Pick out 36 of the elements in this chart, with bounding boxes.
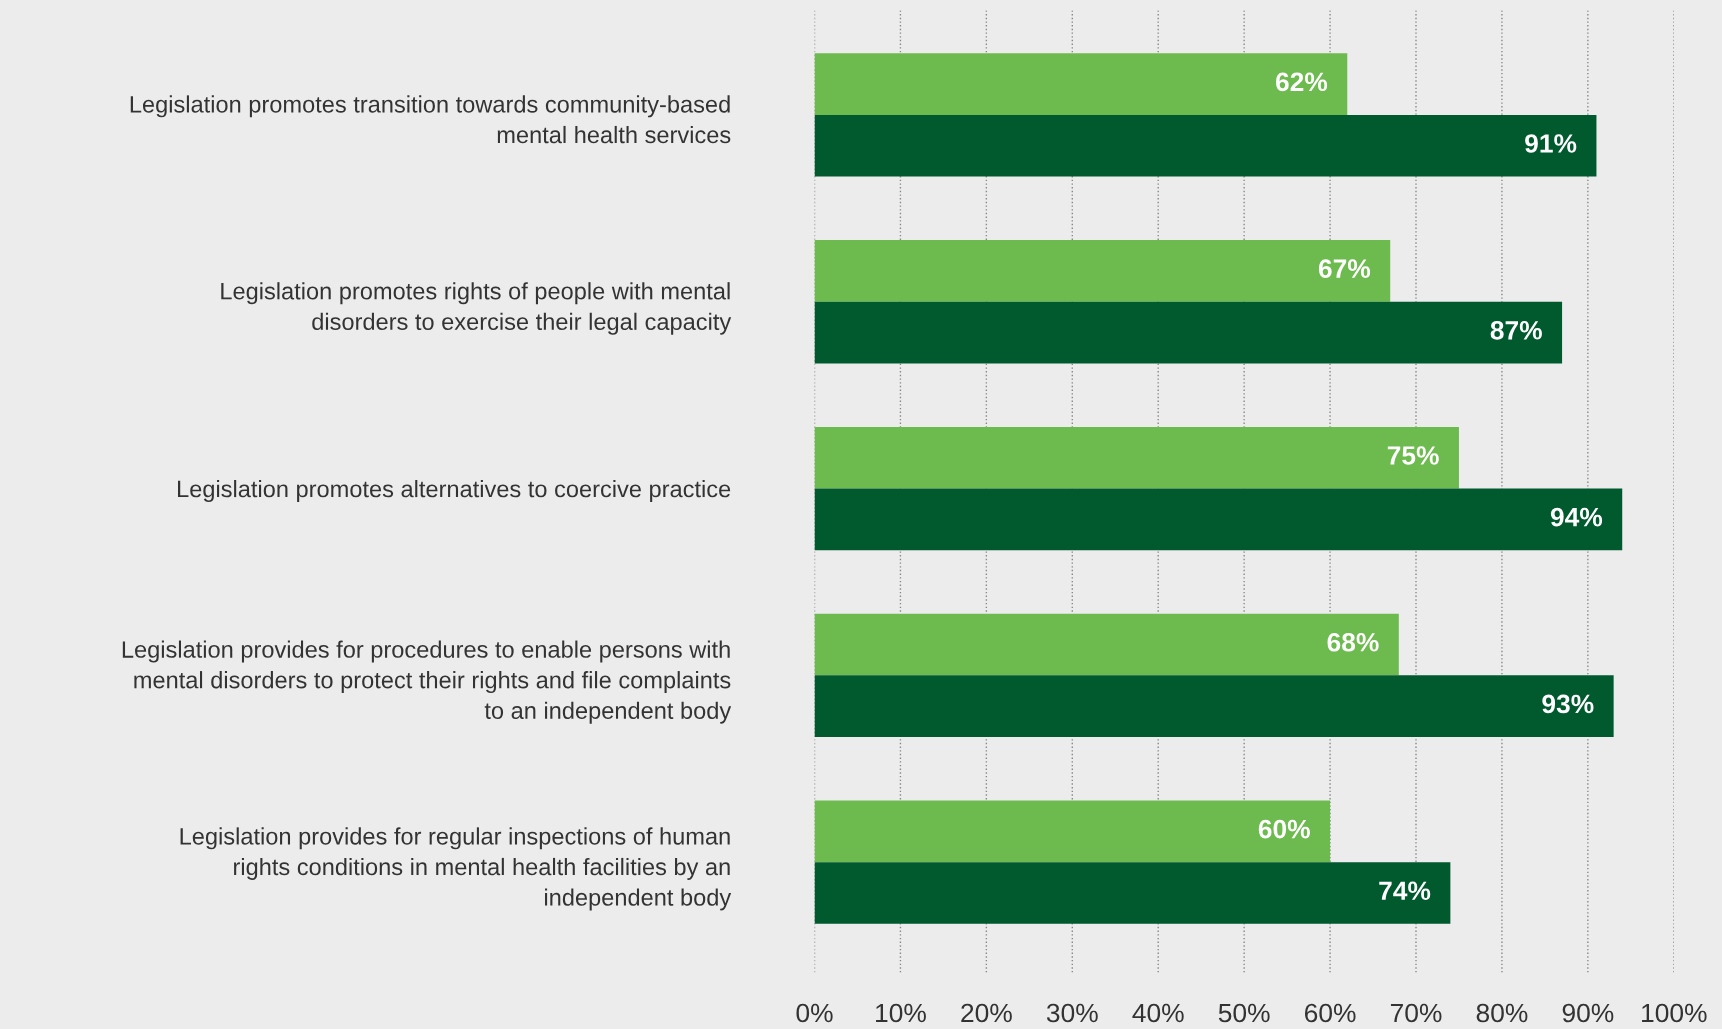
bar bbox=[814, 800, 1331, 863]
x-tick-label: 50% bbox=[1218, 1003, 1270, 1023]
data-label: 62% bbox=[1275, 72, 1328, 92]
x-tick-label: 40% bbox=[1132, 1003, 1184, 1023]
y-tick-label: Legislation promotes rights of people with mental disorders to exercise their legal capacity bbox=[221, 282, 732, 335]
data-label: 75% bbox=[1387, 446, 1439, 465]
x-tick-label: 60% bbox=[1305, 1003, 1356, 1023]
bar bbox=[814, 240, 1391, 302]
data-label: 67% bbox=[1318, 259, 1371, 278]
y-tick-label: Legislation promotes alternatives to coercive practice bbox=[178, 479, 731, 502]
y-tick-label: Legislation provides for procedures to enable persons with mental disorders to protect their rights and file complaints to an independent body bbox=[122, 640, 732, 724]
data-label: 60% bbox=[1258, 819, 1310, 839]
bar bbox=[814, 301, 1563, 364]
data-label: 94% bbox=[1550, 507, 1603, 527]
data-label: 93% bbox=[1542, 694, 1594, 714]
bar bbox=[814, 53, 1348, 115]
x-tick-label: 0% bbox=[796, 1003, 833, 1023]
bar bbox=[814, 862, 1451, 924]
bar bbox=[814, 613, 1399, 676]
x-tick-label: 100% bbox=[1642, 1003, 1707, 1023]
bar bbox=[814, 426, 1459, 489]
x-tick-label: 20% bbox=[961, 1003, 1012, 1023]
bar bbox=[814, 675, 1614, 738]
x-tick-label: 90% bbox=[1562, 1003, 1614, 1023]
x-tick-label: 10% bbox=[876, 1003, 926, 1023]
bar bbox=[814, 114, 1597, 177]
y-tick-label: Legislation provides for regular inspections of human rights conditions in mental health facilities by an independent body bbox=[180, 827, 732, 911]
data-label: 68% bbox=[1327, 632, 1379, 652]
bar bbox=[814, 488, 1623, 551]
x-tick-label: 30% bbox=[1046, 1003, 1098, 1023]
x-tick-label: 70% bbox=[1390, 1003, 1442, 1023]
data-label: 74% bbox=[1379, 881, 1431, 901]
y-tick-label: Legislation promotes transition towards community-based mental health services bbox=[130, 95, 731, 144]
data-label: 91% bbox=[1525, 134, 1577, 153]
x-tick-label: 80% bbox=[1476, 1003, 1528, 1023]
data-label: 87% bbox=[1490, 320, 1542, 340]
